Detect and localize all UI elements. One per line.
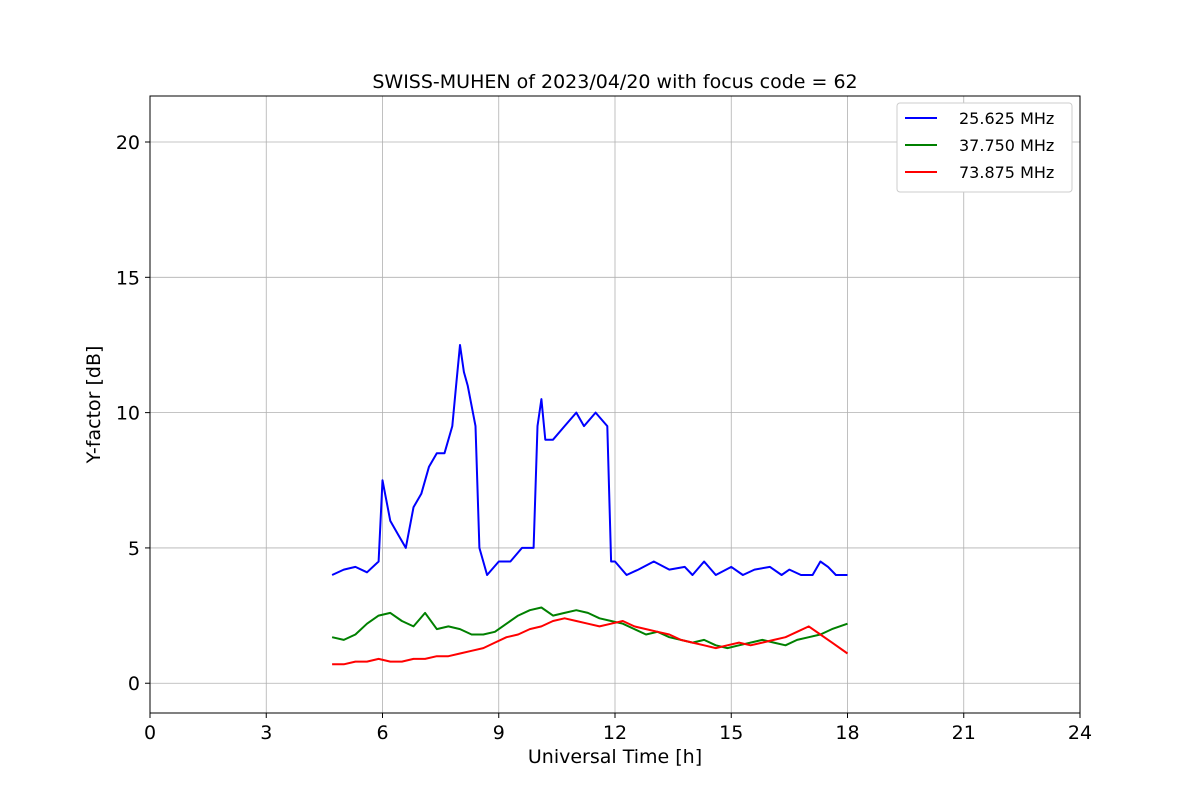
x-tick-label: 24 [1068,722,1092,744]
y-tick-label: 15 [116,267,140,289]
series-line-2 [331,606,848,650]
axis-ticks: 0 3 6 9 12 15 18 21 24 0 5 10 15 20 [116,132,1092,744]
x-tick-label: 3 [260,722,272,744]
y-tick-label: 5 [128,538,140,560]
legend: 25.625 MHz 37.750 MHz 73.875 MHz [896,102,1073,193]
legend-box [896,102,1073,193]
y-tick-label: 20 [116,132,140,154]
chart-title: SWISS-MUHEN of 2023/04/20 with focus cod… [372,71,857,93]
x-tick-label: 18 [835,722,859,744]
legend-entry: 25.625 MHz [959,109,1054,128]
legend-entry: 73.875 MHz [959,163,1054,182]
x-tick-label: 21 [952,722,976,744]
x-tick-label: 6 [376,722,388,744]
legend-entry: 37.750 MHz [959,136,1054,155]
series-line-1 [331,344,848,576]
x-tick-label: 9 [493,722,505,744]
y-axis-label: Y-factor [dB] [83,346,105,465]
x-tick-label: 15 [719,722,743,744]
series-line-3 [332,617,849,666]
x-tick-label: 0 [144,722,156,744]
x-tick-label: 12 [603,722,627,744]
series-layer [331,344,849,666]
y-tick-label: 0 [128,673,140,695]
x-axis-label: Universal Time [h] [528,746,702,768]
y-tick-label: 10 [116,403,140,425]
